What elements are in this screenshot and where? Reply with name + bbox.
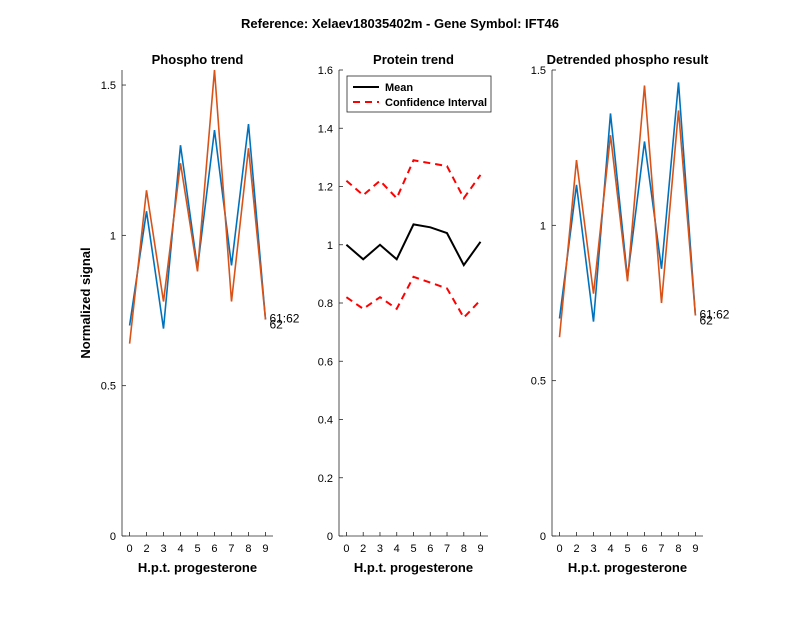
x-axis-label: H.p.t. progesterone	[138, 560, 257, 575]
series-line-confidence-interval-lower	[345, 275, 482, 320]
x-tick-label: 8	[245, 543, 251, 555]
x-tick-label: 3	[377, 543, 383, 555]
x-tick-label: 4	[394, 543, 400, 555]
x-tick-label: 7	[228, 543, 234, 555]
chart-title: Protein trend	[373, 52, 454, 67]
y-axis-label: Normalized signal	[78, 247, 93, 358]
x-tick-label: 8	[461, 543, 467, 555]
x-tick-label: 2	[360, 543, 366, 555]
y-tick-label: 0.5	[101, 381, 116, 393]
x-tick-label: 6	[211, 543, 217, 555]
chart-title: Phospho trend	[152, 52, 244, 67]
y-tick-label: 1	[540, 220, 546, 232]
chart-title: Detrended phospho result	[547, 52, 709, 67]
series-end-label: 62	[269, 318, 283, 332]
x-tick-label: 4	[177, 543, 183, 555]
x-tick-label: 2	[573, 543, 579, 555]
x-tick-label: 4	[607, 543, 613, 555]
series-line-confidence-interval	[345, 159, 482, 201]
series-end-label: 61:62	[699, 307, 729, 321]
series-end-label: 61:62	[269, 312, 299, 326]
x-tick-label: 3	[590, 543, 596, 555]
y-tick-label: 1.5	[101, 80, 116, 92]
x-tick-label: 9	[692, 543, 698, 555]
series-line-62	[558, 85, 697, 338]
legend: Mean Confidence Interval	[346, 75, 492, 113]
y-tick-label: 1.5	[531, 65, 546, 77]
y-tick-label: 1.4	[318, 123, 333, 135]
series-line-mean	[345, 223, 482, 268]
x-tick-label: 6	[641, 543, 647, 555]
y-tick-label: 1	[110, 230, 116, 242]
legend-box	[346, 75, 492, 113]
legend-label-mean: Mean	[385, 82, 413, 94]
y-tick-label: 1.6	[318, 65, 333, 77]
figure-title: Reference: Xelaev18035402m - Gene Symbol…	[241, 16, 559, 31]
x-tick-label: 7	[444, 543, 450, 555]
x-tick-label: 0	[556, 543, 562, 555]
y-tick-label: 0.8	[318, 298, 333, 310]
x-tick-label: 3	[160, 543, 166, 555]
x-tick-label: 9	[477, 543, 483, 555]
y-tick-label: 0.2	[318, 473, 333, 485]
y-tick-label: 0.6	[318, 356, 333, 368]
x-tick-label: 5	[624, 543, 630, 555]
y-tick-label: 0.5	[531, 376, 546, 388]
series-end-label: 62	[699, 313, 713, 327]
x-axis-label: H.p.t. progesterone	[568, 560, 687, 575]
y-tick-label: 0	[327, 531, 333, 543]
x-tick-label: 8	[675, 543, 681, 555]
x-tick-label: 0	[343, 543, 349, 555]
y-tick-label: 0	[540, 531, 546, 543]
y-tick-label: 0	[110, 531, 116, 543]
y-tick-label: 1.2	[318, 182, 333, 194]
x-tick-label: 7	[658, 543, 664, 555]
x-tick-label: 2	[143, 543, 149, 555]
x-tick-label: 9	[262, 543, 268, 555]
x-tick-label: 5	[194, 543, 200, 555]
series-line-62	[128, 69, 267, 344]
legend-label-ci: Confidence Interval	[385, 97, 487, 109]
x-axis-label: H.p.t. progesterone	[354, 560, 473, 575]
y-tick-label: 0.4	[318, 415, 333, 427]
x-tick-label: 6	[427, 543, 433, 555]
x-tick-label: 0	[126, 543, 132, 555]
y-tick-label: 1	[327, 240, 333, 252]
x-tick-label: 5	[410, 543, 416, 555]
